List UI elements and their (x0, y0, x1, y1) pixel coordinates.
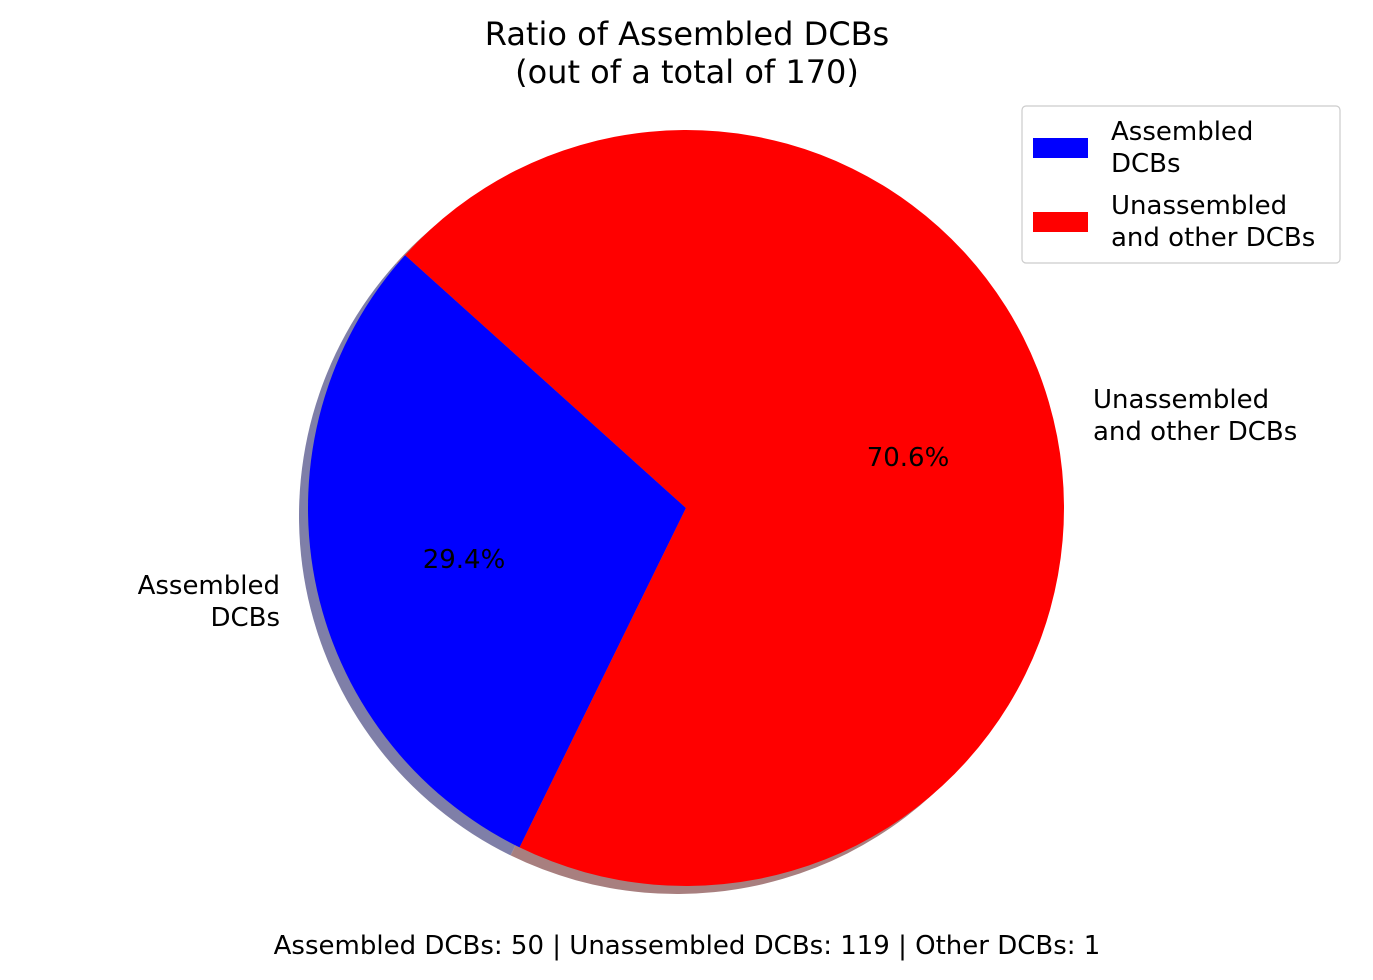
legend-swatch-unassembled (1033, 212, 1088, 232)
legend-entry-unassembled-line-2: and other DCBs (1111, 223, 1315, 253)
slice-label-unassembled-line-1: Unassembled (1093, 385, 1269, 415)
pie-slices (308, 129, 1065, 886)
chart-title-line-2: (out of a total of 170) (515, 53, 859, 91)
legend: Assembled DCBs Unassembled and other DCB… (1021, 105, 1341, 264)
legend-frame (1021, 105, 1341, 264)
pct-label-unassembled: 70.6% (867, 443, 950, 473)
pct-label-assembled: 29.4% (423, 545, 506, 575)
slice-label-assembled-line-2: DCBs (210, 603, 280, 633)
legend-entry-unassembled-line-1: Unassembled (1111, 191, 1287, 221)
legend-entry-assembled-line-2: DCBs (1111, 149, 1181, 179)
slice-unassembled (405, 129, 1065, 886)
footer-summary: Assembled DCBs: 50 | Unassembled DCBs: 1… (274, 931, 1101, 961)
legend-swatch-assembled (1033, 138, 1088, 158)
legend-entry-assembled-line-1: Assembled (1111, 117, 1253, 147)
chart-title-line-1: Ratio of Assembled DCBs (485, 15, 889, 53)
slice-label-unassembled-line-2: and other DCBs (1093, 417, 1297, 447)
slice-label-assembled-line-1: Assembled (138, 571, 280, 601)
slice-assembled (308, 255, 686, 848)
